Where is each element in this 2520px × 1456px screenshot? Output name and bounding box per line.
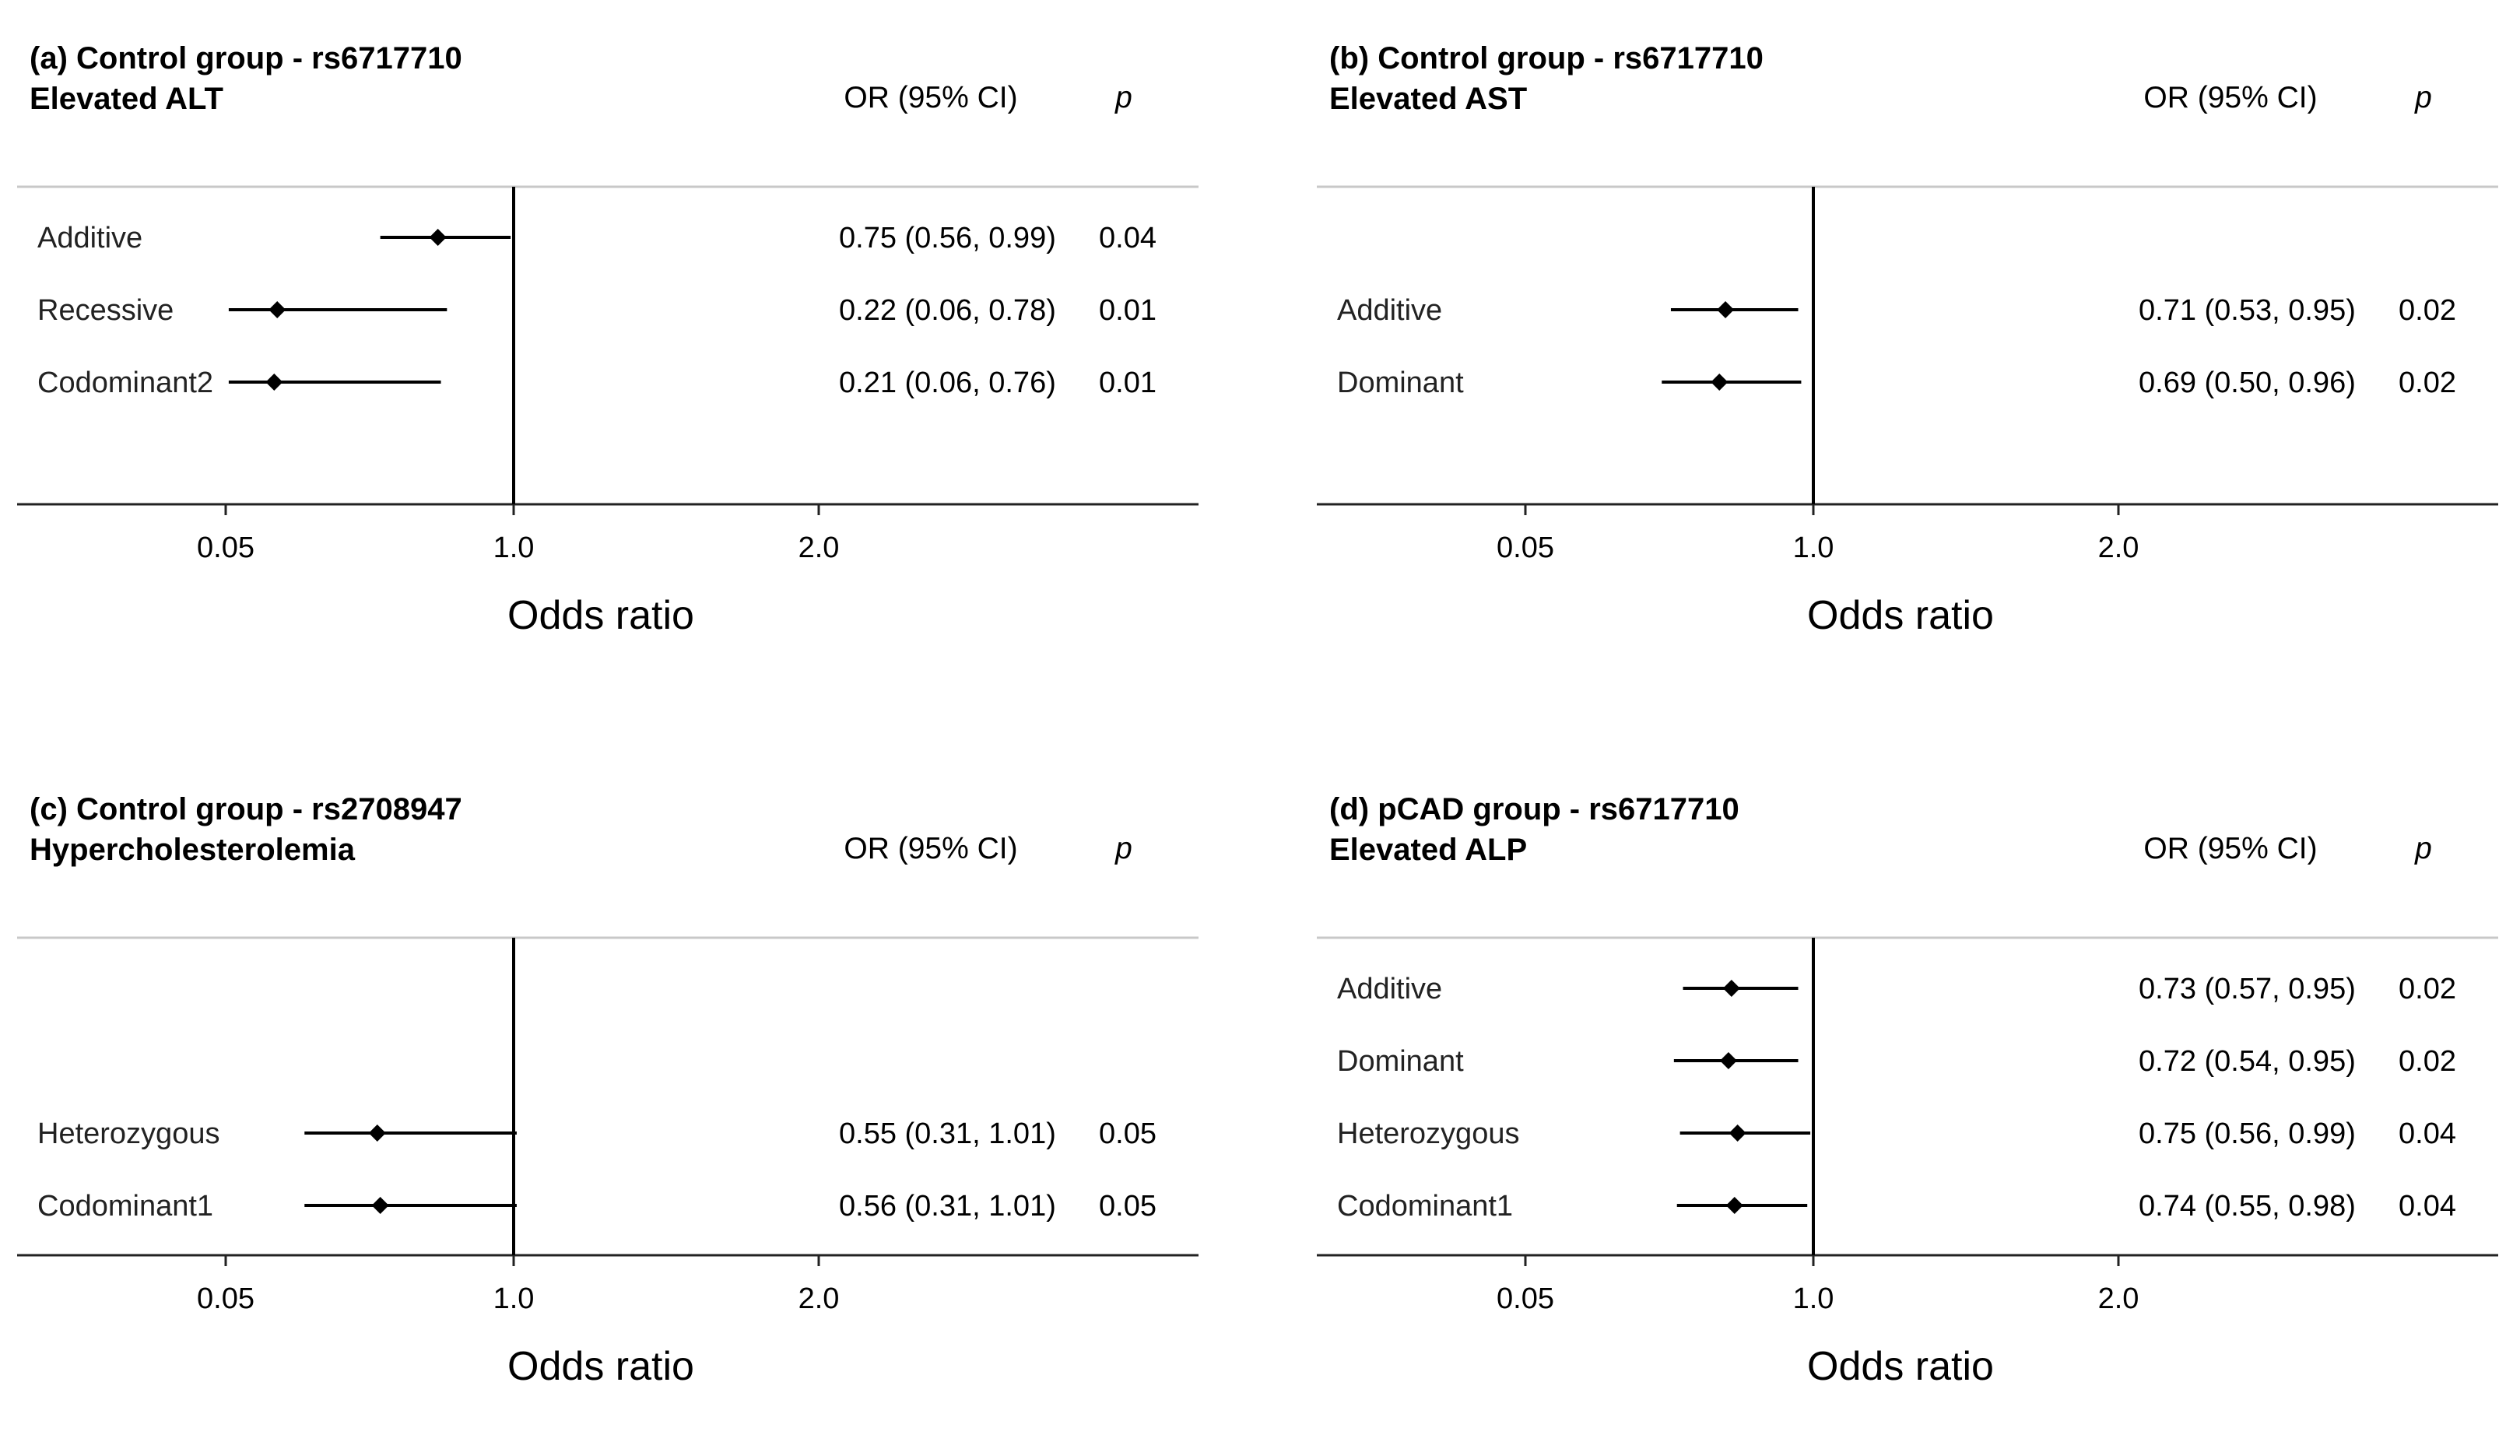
point-estimate-marker (265, 374, 283, 391)
x-tick-label: 0.05 (1497, 532, 1554, 564)
row-label: Dominant (1337, 367, 1464, 399)
x-axis-label: Odds ratio (507, 593, 694, 638)
p-value: 0.01 (1099, 294, 1156, 327)
point-estimate-marker (429, 229, 447, 246)
forest-panel-c: (c) Control group - rs2708947 Hypercholes… (0, 751, 1199, 1451)
panel-subtitle: Elevated ALP (1329, 833, 1527, 867)
row-label: Codominant2 (37, 367, 213, 399)
point-estimate-marker (1725, 1197, 1743, 1214)
panel-subtitle: Elevated AST (1329, 82, 1527, 116)
or-ci-value: 0.71 (0.53, 0.95) (2139, 294, 2356, 327)
point-estimate-marker (368, 1124, 386, 1142)
p-header: p (1114, 832, 1132, 865)
x-tick-label: 1.0 (1793, 1282, 1834, 1315)
row-label: Heterozygous (1337, 1117, 1519, 1150)
row-label: Additive (1337, 294, 1442, 327)
or-ci-value: 0.74 (0.55, 0.98) (2139, 1190, 2356, 1223)
x-tick-label: 2.0 (2098, 1282, 2139, 1315)
x-tick-label: 2.0 (2098, 532, 2139, 564)
p-value: 0.04 (1099, 222, 1156, 254)
row-label: Heterozygous (37, 1117, 219, 1150)
panel-title: (d) pCAD group - rs6717710 (1329, 792, 1739, 826)
or-ci-header: OR (95% CI) (844, 81, 1017, 114)
row-label: Codominant1 (37, 1190, 213, 1223)
p-value: 0.01 (1099, 367, 1156, 399)
row-label: Dominant (1337, 1045, 1464, 1078)
or-ci-value: 0.75 (0.56, 0.99) (2139, 1117, 2356, 1150)
x-tick-label: 1.0 (1793, 532, 1834, 564)
or-ci-header: OR (95% CI) (2143, 832, 2317, 865)
p-header: p (1114, 81, 1132, 114)
point-estimate-marker (1729, 1124, 1746, 1142)
forest-panel-b: (b) Control group - rs6717710 Elevated AS… (1300, 0, 2498, 700)
forest-panel-d: (d) pCAD group - rs6717710 Elevated ALP OR… (1300, 751, 2498, 1451)
panel-subtitle: Elevated ALT (30, 82, 223, 116)
x-tick-label: 0.05 (197, 532, 254, 564)
p-value: 0.02 (2399, 973, 2456, 1005)
forest-plot-svg: (c) Control group - rs2708947 Hypercholes… (17, 792, 1199, 1389)
or-ci-value: 0.22 (0.06, 0.78) (839, 294, 1056, 327)
x-tick-label: 2.0 (798, 532, 840, 564)
point-estimate-marker (371, 1197, 389, 1214)
or-ci-value: 0.72 (0.54, 0.95) (2139, 1045, 2356, 1078)
row-label: Recessive (37, 294, 174, 327)
point-estimate-marker (1717, 301, 1735, 318)
point-estimate-marker (268, 301, 286, 318)
p-header: p (2414, 832, 2432, 865)
panel-subtitle: Hypercholesterolemia (30, 833, 356, 867)
p-value: 0.05 (1099, 1190, 1156, 1223)
p-header: p (2414, 81, 2432, 114)
p-value: 0.04 (2399, 1190, 2456, 1223)
row-label: Additive (1337, 973, 1442, 1005)
point-estimate-marker (1722, 980, 1740, 997)
or-ci-value: 0.55 (0.31, 1.01) (839, 1117, 1056, 1150)
forest-plot-svg: (d) pCAD group - rs6717710 Elevated ALP OR… (1317, 792, 2498, 1389)
p-value: 0.02 (2399, 367, 2456, 399)
forest-plot-svg: (b) Control group - rs6717710 Elevated AS… (1317, 41, 2498, 638)
panel-title: (a) Control group - rs6717710 (30, 41, 462, 75)
x-axis-label: Odds ratio (507, 1344, 694, 1389)
row-label: Additive (37, 222, 142, 254)
forest-panel-a: (a) Control group - rs6717710 Elevated AL… (0, 0, 1199, 700)
or-ci-value: 0.75 (0.56, 0.99) (839, 222, 1056, 254)
x-tick-label: 2.0 (798, 1282, 840, 1315)
p-value: 0.05 (1099, 1117, 1156, 1150)
panel-title: (b) Control group - rs6717710 (1329, 41, 1764, 75)
forest-plot-svg: (a) Control group - rs6717710 Elevated AL… (17, 41, 1199, 638)
x-axis-label: Odds ratio (1807, 593, 1994, 638)
p-value: 0.02 (2399, 294, 2456, 327)
x-tick-label: 1.0 (493, 1282, 535, 1315)
or-ci-value: 0.56 (0.31, 1.01) (839, 1190, 1056, 1223)
or-ci-value: 0.69 (0.50, 0.96) (2139, 367, 2356, 399)
point-estimate-marker (1719, 1052, 1737, 1069)
panel-title: (c) Control group - rs2708947 (30, 792, 462, 826)
x-tick-label: 1.0 (493, 532, 535, 564)
row-label: Codominant1 (1337, 1190, 1513, 1223)
or-ci-value: 0.21 (0.06, 0.76) (839, 367, 1056, 399)
p-value: 0.04 (2399, 1117, 2456, 1150)
p-value: 0.02 (2399, 1045, 2456, 1078)
x-tick-label: 0.05 (1497, 1282, 1554, 1315)
x-axis-label: Odds ratio (1807, 1344, 1994, 1389)
point-estimate-marker (1711, 374, 1729, 391)
or-ci-header: OR (95% CI) (2143, 81, 2317, 114)
x-tick-label: 0.05 (197, 1282, 254, 1315)
or-ci-value: 0.73 (0.57, 0.95) (2139, 973, 2356, 1005)
or-ci-header: OR (95% CI) (844, 832, 1017, 865)
